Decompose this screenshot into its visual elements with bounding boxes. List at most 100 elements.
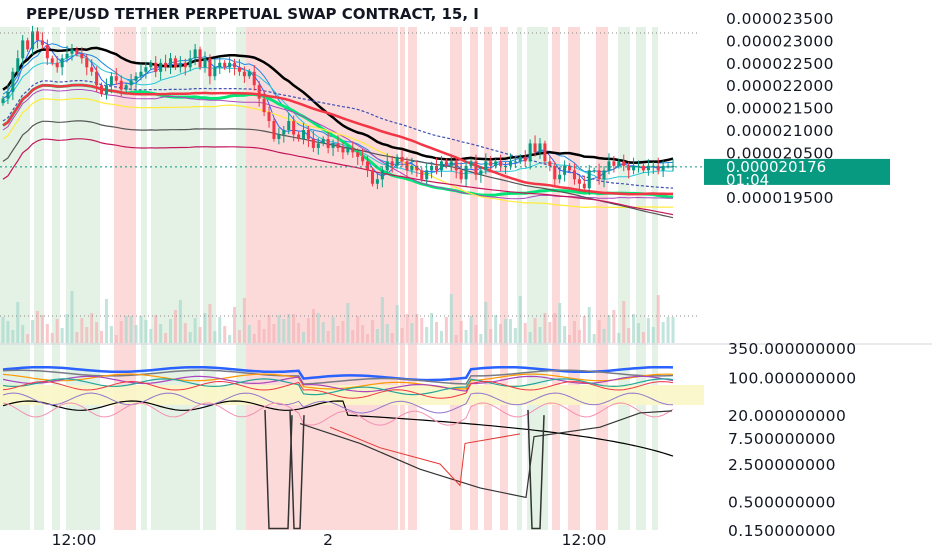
volume-bar (55, 319, 59, 343)
time-tick-label: 12:00 (52, 531, 97, 549)
indicator-tick-label: 350.000000000 (728, 340, 856, 358)
volume-bar (60, 328, 64, 343)
candle-body (129, 80, 133, 86)
volume-bar (336, 326, 340, 343)
volume-bar (228, 335, 232, 343)
volume-bar (459, 321, 463, 343)
volume-bar (134, 325, 138, 343)
volume-bar (513, 328, 517, 343)
volume-bar (523, 323, 527, 343)
candle-body (469, 161, 473, 166)
volume-bar (203, 313, 207, 343)
volume-bar (31, 320, 35, 343)
candle-body (119, 80, 123, 90)
candle-body (656, 165, 660, 171)
candle-body (233, 62, 237, 68)
price-tick-label: 0.000022000 (726, 77, 834, 95)
volume-bar (237, 330, 241, 343)
volume-bar (95, 322, 99, 343)
volume-bar (114, 335, 118, 343)
candle-body (183, 62, 187, 68)
candle-body (75, 49, 79, 54)
volume-bar (366, 334, 370, 343)
candle-body (109, 76, 113, 86)
candle-body (464, 165, 468, 180)
candle-body (518, 156, 522, 162)
volume-bar (85, 327, 89, 343)
last-price-tag[interactable]: 0.000020176 01:04 (704, 158, 890, 189)
session-band (596, 27, 608, 530)
session-band (151, 27, 200, 530)
volume-bar (109, 326, 113, 343)
volume-bar (139, 316, 143, 343)
session-band (517, 27, 522, 530)
volume-bar (370, 320, 375, 343)
indicator-tick-label: 0.500000000 (728, 494, 836, 512)
volume-bar (100, 331, 104, 343)
candle-body (306, 130, 310, 139)
volume-bar (70, 291, 74, 343)
candle-body (671, 165, 675, 168)
candle-body (16, 58, 20, 72)
session-band (618, 27, 630, 530)
volume-bar (420, 318, 424, 343)
volume-bar (533, 318, 537, 343)
candle-body (100, 85, 104, 95)
candle-body (627, 165, 631, 171)
indicator-line (299, 410, 673, 499)
candle-body (70, 49, 74, 54)
volume-bar (489, 329, 493, 343)
volume-bar (577, 330, 581, 343)
candle-body (400, 156, 404, 162)
price-axis: 0.000023500 0.000023000 0.000022500 0.00002… (726, 10, 834, 207)
volume-bar (21, 325, 25, 343)
volume-bar (385, 324, 389, 343)
candle-body (331, 143, 335, 148)
volume-bar (326, 331, 330, 343)
volume-bar (543, 313, 547, 343)
candle-body (563, 165, 567, 175)
candle-body (351, 147, 355, 153)
indicator-line (2, 400, 674, 457)
session-band (450, 27, 462, 530)
volume-bar (168, 319, 173, 343)
volume-bar (469, 316, 473, 343)
volume-bar (149, 329, 153, 343)
volume-bar (479, 334, 483, 343)
volume-bar (301, 332, 306, 343)
volume-bar (508, 319, 512, 343)
volume-bar (26, 334, 30, 343)
volume-bar (183, 323, 187, 343)
session-band (203, 27, 216, 530)
volume-bar (641, 332, 645, 343)
moving-average-line (2, 138, 674, 216)
volume-bar (213, 331, 217, 343)
candle-body (420, 170, 424, 180)
indicator-pane (2, 365, 674, 530)
candle-body (267, 112, 271, 122)
indicator-tick-label: 7.500000000 (728, 430, 836, 448)
title-backdrop (0, 0, 702, 26)
candle-body (282, 130, 286, 135)
candle-body (356, 152, 360, 157)
candle-body (11, 71, 15, 92)
candle-body (508, 161, 512, 166)
candle-body (95, 71, 99, 86)
volume-bar (242, 298, 246, 343)
indicator-axis: 350.000000000 100.000000000 20.000000000 7.… (728, 340, 856, 540)
candle-body (523, 156, 527, 162)
candle-body (262, 98, 266, 113)
candle-body (80, 53, 84, 59)
volume-bar (45, 324, 49, 343)
volume-bar (425, 327, 429, 343)
session-band (470, 27, 478, 530)
volume-bar (503, 319, 508, 343)
volume-bar (104, 299, 108, 343)
volume-bar (656, 295, 660, 343)
volume-bar (193, 318, 197, 343)
candle-body (218, 62, 222, 68)
candle-body (104, 85, 108, 95)
last-price-tag-box (704, 158, 890, 185)
candle-body (198, 49, 202, 68)
